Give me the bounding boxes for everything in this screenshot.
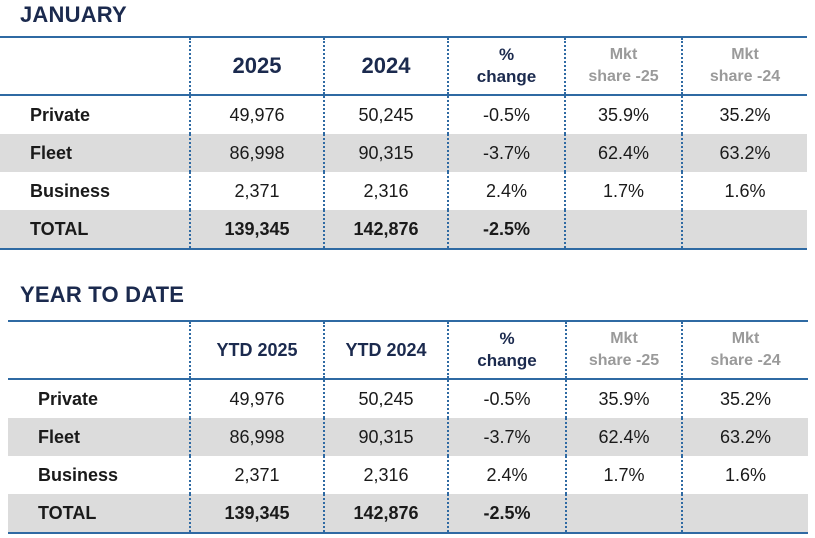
row-label: Business (30, 180, 111, 201)
cell-share-24: 35.2% (681, 95, 807, 134)
header-share-25-label: share -25 (588, 352, 660, 369)
cell-share-24: 35.2% (681, 379, 808, 418)
header-empty (0, 36, 190, 96)
header-mkt-share-25: Mkt share -25 (565, 320, 682, 380)
total-label: TOTAL (8, 494, 190, 534)
ytd-table: YTD 2025 YTD 2024 % change Mkt share -25 M… (8, 320, 808, 534)
cell-share-24: 1.6% (681, 172, 807, 210)
total-2025: 139,345 (189, 210, 324, 250)
header-pct-change: % change (447, 36, 565, 96)
table-row: Fleet 86,998 90,315 -3.7% 62.4% 63.2% (0, 134, 807, 172)
header-change-label: change (476, 67, 537, 86)
header-change-label: change (477, 351, 537, 370)
cell-2025: 86,998 (189, 418, 324, 456)
january-header-row: 2025 2024 % change Mkt share -25 Mkt share … (0, 36, 807, 96)
january-title: JANUARY (20, 2, 127, 27)
cell-share-25: 35.9% (564, 95, 682, 134)
cell-2024: 90,315 (323, 134, 448, 172)
header-share-25-label: share -25 (588, 68, 659, 85)
total-share-25 (565, 494, 682, 534)
total-2025: 139,345 (189, 494, 324, 534)
total-2024: 142,876 (323, 494, 448, 534)
cell-change: -3.7% (447, 134, 565, 172)
header-mkt-label: Mkt (609, 46, 638, 63)
cell-2025: 2,371 (189, 456, 324, 494)
total-share-24 (681, 210, 807, 250)
total-row: TOTAL 139,345 142,876 -2.5% (0, 210, 807, 250)
ytd-header-row: YTD 2025 YTD 2024 % change Mkt share -25 M… (8, 320, 808, 380)
table-row: Business 2,371 2,316 2.4% 1.7% 1.6% (8, 456, 808, 494)
header-empty (8, 320, 190, 380)
header-mkt-share-25: Mkt share -25 (564, 36, 682, 96)
cell-2025: 2,371 (189, 172, 324, 210)
cell-2024: 50,245 (323, 95, 448, 134)
cell-change: -0.5% (447, 95, 565, 134)
cell-share-25: 62.4% (565, 418, 682, 456)
header-2024: 2024 (323, 36, 448, 96)
header-pct-change: % change (447, 320, 566, 380)
cell-2025: 49,976 (189, 95, 324, 134)
table-row: Private 49,976 50,245 -0.5% 35.9% 35.2% (0, 95, 807, 134)
header-mkt-share-24: Mkt share -24 (681, 36, 807, 96)
header-pct-symbol: % (499, 329, 515, 348)
cell-2024: 2,316 (323, 172, 448, 210)
table-row: Private 49,976 50,245 -0.5% 35.9% 35.2% (8, 379, 808, 418)
cell-share-24: 63.2% (681, 134, 807, 172)
cell-share-25: 1.7% (564, 172, 682, 210)
total-share-25 (564, 210, 682, 250)
header-mkt-label: Mkt (610, 330, 638, 347)
header-mkt-label: Mkt (731, 46, 759, 63)
cell-change: 2.4% (447, 172, 565, 210)
row-label: Private (30, 104, 91, 125)
header-ytd-2025: YTD 2025 (189, 320, 324, 380)
total-2024: 142,876 (323, 210, 448, 250)
cell-share-24: 63.2% (681, 418, 808, 456)
january-table: 2025 2024 % change Mkt share -25 Mkt share … (0, 36, 807, 250)
total-change: -2.5% (447, 494, 566, 534)
cell-share-25: 62.4% (564, 134, 682, 172)
cell-2024: 90,315 (323, 418, 448, 456)
table-row: Business 2,371 2,316 2.4% 1.7% 1.6% (0, 172, 807, 210)
row-label: Private (38, 388, 99, 409)
table-row: Fleet 86,998 90,315 -3.7% 62.4% 63.2% (8, 418, 808, 456)
total-share-24 (681, 494, 808, 534)
row-label: Fleet (0, 134, 190, 172)
total-label: TOTAL (0, 210, 190, 250)
cell-change: -0.5% (447, 379, 566, 418)
header-2025: 2025 (189, 36, 324, 96)
header-mkt-share-24: Mkt share -24 (681, 320, 808, 380)
total-row: TOTAL 139,345 142,876 -2.5% (8, 494, 808, 534)
header-share-24-label: share -24 (710, 352, 781, 369)
header-share-24-label: share -24 (709, 68, 781, 85)
cell-change: 2.4% (447, 456, 566, 494)
ytd-title: YEAR TO DATE (20, 282, 185, 307)
cell-2024: 2,316 (323, 456, 448, 494)
cell-change: -3.7% (447, 418, 566, 456)
cell-share-25: 1.7% (565, 456, 682, 494)
header-ytd-2024: YTD 2024 (323, 320, 448, 380)
cell-share-24: 1.6% (681, 456, 808, 494)
total-change: -2.5% (447, 210, 565, 250)
cell-2025: 86,998 (189, 134, 324, 172)
row-label: Fleet (8, 418, 190, 456)
cell-2024: 50,245 (323, 379, 448, 418)
cell-share-25: 35.9% (565, 379, 682, 418)
cell-2025: 49,976 (189, 379, 324, 418)
header-pct-symbol: % (498, 45, 515, 64)
row-label: Business (38, 464, 119, 485)
header-mkt-label: Mkt (731, 330, 760, 347)
